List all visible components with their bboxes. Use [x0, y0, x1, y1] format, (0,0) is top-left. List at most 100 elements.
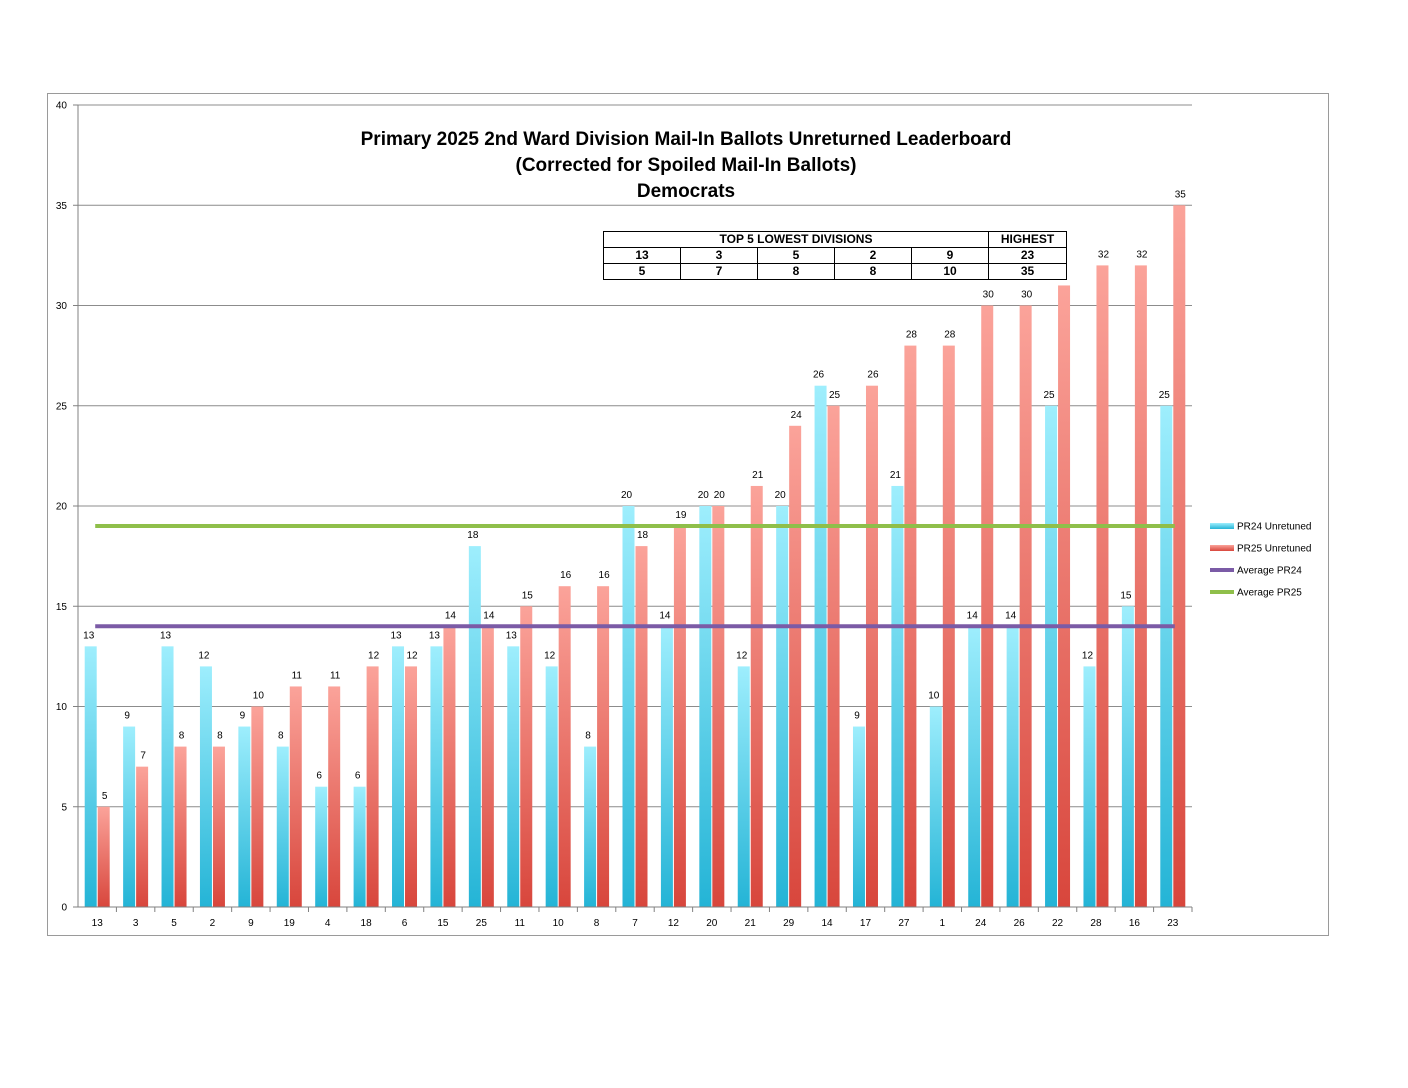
bar-pr24 [315, 786, 328, 907]
data-label-pr25: 12 [368, 650, 380, 661]
x-tick-label: 23 [1167, 918, 1179, 929]
bar-pr24 [852, 726, 865, 907]
bar-pr25 [366, 666, 379, 907]
data-label-pr24: 13 [390, 630, 402, 641]
y-tick-label: 35 [56, 201, 68, 212]
bar-pr25 [789, 425, 802, 907]
lowest-division-4: 2 [834, 247, 912, 264]
data-label-pr24: 9 [240, 711, 246, 722]
bar-pr24 [507, 646, 520, 907]
y-tick-label: 40 [56, 101, 68, 112]
y-tick-label: 5 [61, 802, 67, 813]
data-label-pr25: 14 [483, 610, 495, 621]
bar-pr24 [1083, 666, 1096, 907]
x-tick-label: 27 [898, 918, 910, 929]
x-tick-label: 14 [822, 918, 834, 929]
bar-pr24 [199, 666, 212, 907]
bar-pr24 [545, 666, 558, 907]
data-label-pr24: 9 [124, 711, 130, 722]
lowest-count-1: 5 [603, 263, 681, 280]
legend: PR24 Unretuned PR25 Unretuned Average PR24… [1210, 522, 1312, 599]
lowest-division-3: 5 [757, 247, 835, 264]
data-label-pr24: 25 [1043, 390, 1055, 401]
data-label-pr25: 32 [1098, 249, 1110, 260]
bar-pr25 [328, 686, 341, 907]
bar-pr24 [1045, 405, 1058, 907]
bar-pr25 [1173, 205, 1186, 907]
bar-pr24 [353, 786, 366, 907]
bar-pr24 [1121, 606, 1134, 907]
bar-pr25 [635, 546, 648, 907]
data-label-pr24: 15 [1120, 590, 1132, 601]
x-tick-label: 26 [1014, 918, 1026, 929]
average-lines [95, 524, 1175, 629]
data-label-pr25: 28 [906, 330, 918, 341]
x-tick-label: 7 [632, 918, 638, 929]
data-label-pr24: 8 [585, 731, 591, 742]
legend-average-pr24-label: Average PR24 [1237, 566, 1302, 577]
bar-pr25 [981, 305, 994, 907]
x-tick-label: 9 [248, 918, 254, 929]
gridlines [78, 104, 1192, 808]
bar-pr24 [238, 726, 251, 907]
bar-pr25 [443, 626, 456, 907]
bar-pr24 [1006, 626, 1019, 907]
data-label-pr24: 6 [355, 771, 361, 782]
x-tick-label: 2 [210, 918, 216, 929]
data-label-pr25: 8 [217, 731, 223, 742]
x-tick-label: 6 [402, 918, 408, 929]
data-label-pr25: 10 [253, 691, 265, 702]
lowest-count-2: 7 [680, 263, 758, 280]
leaderboard-header-lowest: TOP 5 LOWEST DIVISIONS [603, 231, 989, 248]
x-tick-label: 19 [284, 918, 296, 929]
bar-pr25 [1019, 305, 1032, 907]
bar-pr24 [929, 706, 942, 907]
x-tick-label: 13 [92, 918, 104, 929]
data-label-pr25: 21 [752, 470, 764, 481]
data-label-pr25: 11 [330, 670, 341, 681]
data-label-pr24: 26 [813, 370, 825, 381]
bar-pr25 [1058, 285, 1071, 907]
leaderboard-counts-row: 5 7 8 8 10 35 [603, 263, 1067, 280]
legend-pr24-label: PR24 Unretuned [1237, 522, 1312, 533]
bar-pr25 [136, 766, 149, 907]
bar-pr25 [520, 606, 533, 907]
bar-pr24 [968, 626, 981, 907]
x-tick-label: 28 [1090, 918, 1102, 929]
x-tick-label: 18 [361, 918, 373, 929]
legend-average-pr25-label: Average PR25 [1237, 588, 1302, 599]
bar-pr24 [430, 646, 443, 907]
x-tick-label: 10 [553, 918, 565, 929]
data-label-pr24: 12 [544, 650, 556, 661]
bar-pr24 [392, 646, 405, 907]
bar-pr24 [891, 485, 904, 907]
data-label-pr24: 12 [198, 650, 210, 661]
bar-pr25 [1134, 265, 1147, 907]
bar-pr25 [481, 626, 494, 907]
data-label-pr24: 10 [928, 691, 940, 702]
data-label-pr24: 20 [621, 490, 633, 501]
bar-pr25 [174, 746, 187, 907]
data-label-pr24: 6 [316, 771, 322, 782]
x-tick-label: 11 [515, 918, 526, 929]
bar-pr25 [750, 485, 763, 907]
y-tick-label: 20 [56, 502, 68, 513]
bar-pr25 [212, 746, 225, 907]
y-tick-label: 30 [56, 301, 68, 312]
bar-pr25 [712, 506, 725, 907]
data-label-pr25: 35 [1175, 189, 1187, 200]
data-label-pr24: 13 [506, 630, 518, 641]
bar-pr25 [673, 526, 686, 907]
bar-pr25 [97, 806, 110, 907]
bar-pr25 [597, 586, 610, 907]
bar-pr24 [276, 746, 289, 907]
bar-pr24 [699, 506, 712, 907]
bar-pr25 [558, 586, 571, 907]
data-label-pr24: 20 [698, 490, 710, 501]
bar-pr25 [827, 405, 840, 907]
data-label-pr25: 7 [140, 751, 146, 762]
bar-pr25 [865, 385, 878, 907]
highest-division: 23 [988, 247, 1067, 264]
